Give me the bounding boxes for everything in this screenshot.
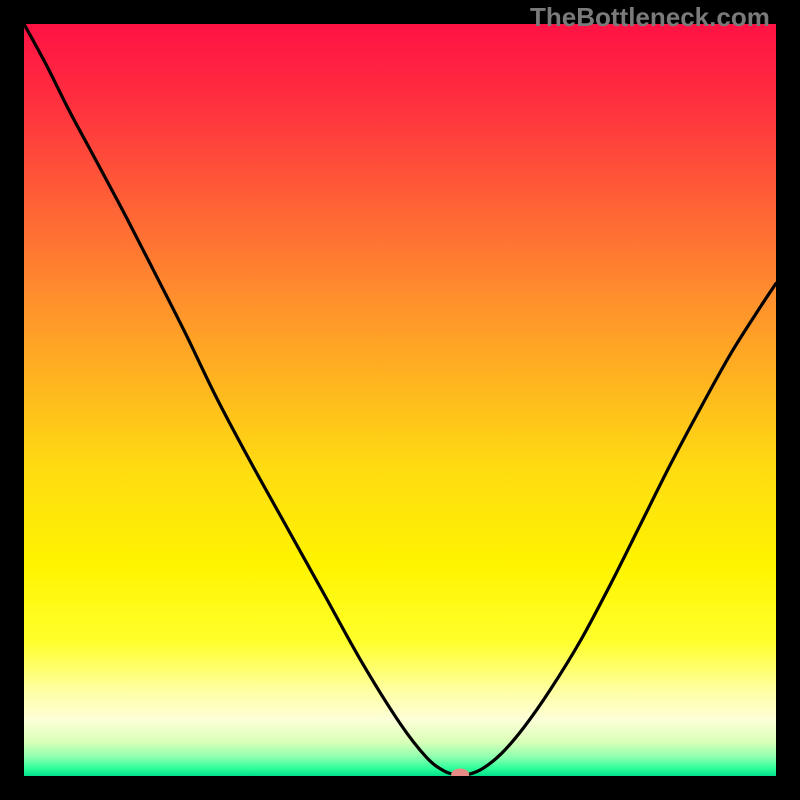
plot-area <box>24 24 776 776</box>
chart-background <box>24 24 776 776</box>
chart-svg <box>24 24 776 776</box>
canvas-root: TheBottleneck.com <box>0 0 800 800</box>
watermark-text: TheBottleneck.com <box>530 2 770 33</box>
